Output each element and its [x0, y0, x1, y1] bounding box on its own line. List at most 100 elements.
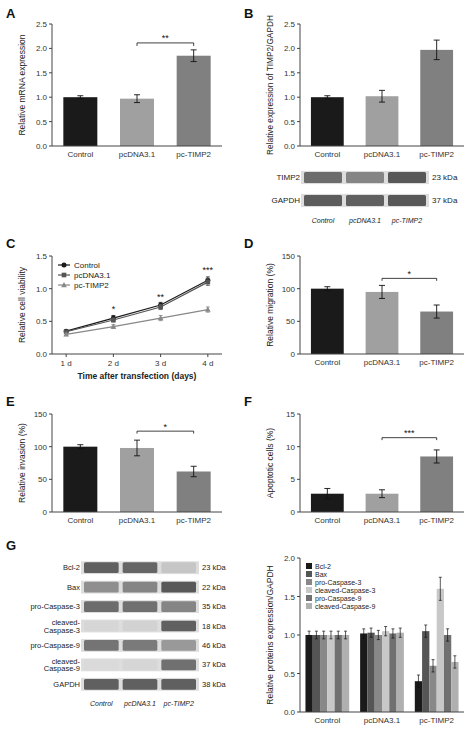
x-tick: [66, 354, 67, 357]
column-label: pc-TIMP2: [162, 700, 193, 708]
error-bar: [324, 287, 330, 291]
legend: ControlpcDNA3.1pc-TIMP2: [58, 261, 111, 290]
y-tick-label: 0: [291, 350, 296, 359]
error-bar: [206, 277, 210, 284]
figure: A0.00.51.01.52.02.5Relative mRNA express…: [0, 0, 474, 739]
y-axis-line: [52, 414, 53, 512]
x-tick-label: Control: [314, 150, 340, 159]
error-bar: [417, 675, 420, 687]
row-label-line: pro-Caspase-3: [30, 602, 80, 611]
x-axis-line: [52, 354, 222, 355]
bar: [422, 631, 429, 712]
row-label: GAPDH: [53, 680, 80, 689]
error-bar: [377, 630, 380, 639]
blot-band: [123, 562, 158, 573]
series-line: [66, 280, 208, 331]
error-bar: [308, 631, 311, 639]
error-bar: [432, 660, 435, 672]
x-tick-label: 2 d: [108, 359, 119, 368]
x-tick-label: pcDNA3.1: [119, 516, 156, 525]
blot-background: [81, 639, 199, 652]
legend-marker: [62, 273, 67, 278]
blot-background: [301, 171, 429, 184]
bar: [367, 633, 374, 712]
blot-band: [161, 640, 196, 651]
y-tick-label: 0.0: [284, 708, 296, 717]
column-label: pc-TIMP2: [391, 217, 422, 225]
legend-label: Bcl-2: [315, 563, 331, 570]
x-tick: [207, 354, 208, 357]
y-tick-label: 0: [291, 508, 296, 517]
y-axis-label: Relative mRNA expression: [17, 34, 27, 135]
panel-letter: F: [244, 394, 252, 409]
row-label: TIMP2: [276, 173, 300, 182]
row-label: pro-Caspase-9: [30, 641, 80, 650]
y-tick-label: 100: [282, 285, 296, 294]
error-bar: [370, 628, 373, 637]
y-axis-label: Relative migration (%): [265, 263, 275, 347]
x-axis-line: [300, 712, 464, 713]
plot-marks: [311, 40, 453, 146]
x-tick-label: Control: [67, 150, 93, 159]
y-tick-label: 0.5: [36, 118, 48, 127]
y-tick-label: 0: [43, 508, 48, 517]
y-axis-label: Relative proteins expression/GAPDH: [265, 565, 275, 704]
x-tick: [113, 354, 114, 357]
blot-band: [161, 582, 196, 593]
y-tick-label: 10: [286, 443, 295, 452]
bar: [420, 456, 453, 512]
marker: [205, 307, 211, 312]
blot-band: [123, 601, 158, 612]
error-bar: [134, 95, 140, 103]
bar: [63, 447, 97, 512]
x-tick-label: 1 d: [61, 359, 72, 368]
x-tick-label: pcDNA3.1: [364, 716, 401, 725]
kda-label: 37 kDa: [202, 660, 227, 669]
blot-background: [81, 600, 199, 613]
column-label: Control: [90, 700, 113, 707]
bar: [120, 99, 154, 146]
row-label-line: pro-Caspase-9: [30, 641, 80, 650]
error-bar: [77, 445, 83, 449]
kda-label: 46 kDa: [202, 641, 227, 650]
error-bar: [434, 305, 440, 318]
row-label: cleaved-Caspase-9: [44, 657, 81, 674]
blot-background: [81, 620, 199, 633]
legend-marker: [62, 263, 67, 268]
error-bar: [322, 631, 325, 639]
error-bar: [206, 279, 210, 286]
blot-background: [81, 581, 199, 594]
legend-label: cleaved-Caspase-9: [315, 603, 375, 611]
significance-label: ***: [203, 265, 214, 275]
bar: [311, 289, 344, 354]
y-tick-label: 1.5: [36, 69, 48, 78]
blot-band: [346, 172, 384, 183]
series-line: [66, 310, 208, 335]
x-tick-label: 3 d: [155, 359, 166, 368]
marker: [158, 305, 163, 310]
blot-band: [161, 679, 196, 690]
y-tick-label: 0.5: [36, 317, 48, 326]
bar: [305, 635, 312, 712]
panel-letter: C: [6, 236, 16, 251]
kda-label: 23 kDa: [432, 173, 458, 182]
y-tick-label: 1.5: [36, 252, 48, 261]
blot-band: [84, 621, 119, 632]
x-tick-label: pc-TIMP2: [419, 516, 454, 525]
x-tick-label: Control: [314, 516, 340, 525]
blot-background: [301, 194, 429, 207]
kda-label: 23 kDa: [202, 563, 227, 572]
blot-band: [123, 640, 158, 651]
panel-letter: G: [6, 538, 16, 553]
bar: [320, 635, 327, 712]
significance-label: ***: [404, 428, 415, 438]
row-label-line: Bax: [67, 583, 80, 592]
error-bar: [324, 96, 330, 99]
kda-label: 37 kDa: [432, 196, 458, 205]
x-tick-label: Control: [314, 716, 340, 725]
blot-band: [161, 562, 196, 573]
bar: [177, 56, 211, 146]
error-bar: [315, 631, 318, 639]
column-label: pcDNA3.1: [348, 217, 381, 225]
blot-band: [346, 195, 384, 206]
